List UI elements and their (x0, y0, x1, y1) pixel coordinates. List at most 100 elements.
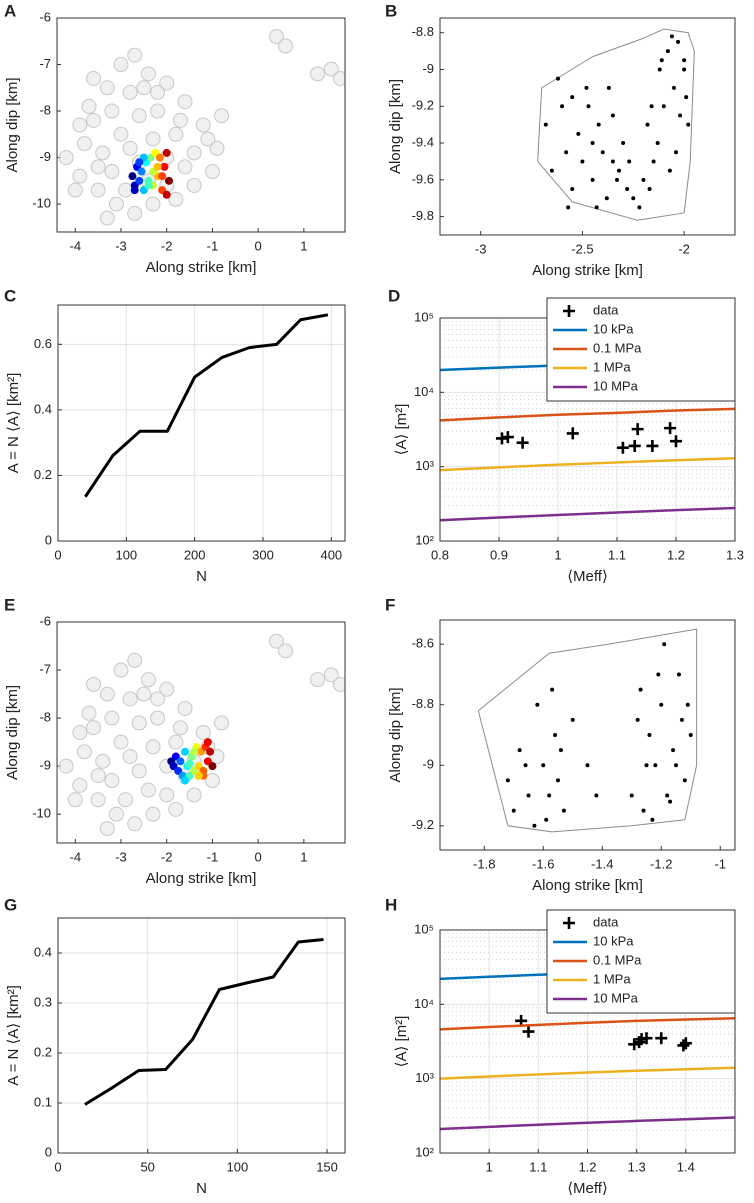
y-tick-label: 10³ (415, 1070, 434, 1085)
point (278, 38, 294, 54)
panel-letter: G (4, 895, 17, 914)
panel-letter: D (388, 286, 400, 305)
point (662, 642, 667, 647)
point (606, 85, 611, 90)
point (682, 67, 687, 72)
point (526, 793, 531, 798)
point (176, 757, 185, 766)
y-tick-label: 0.1 (34, 1094, 52, 1109)
x-tick-label: 200 (184, 547, 206, 562)
point (122, 691, 138, 707)
point (168, 801, 184, 817)
point (203, 738, 212, 747)
point (72, 725, 88, 740)
point (204, 164, 220, 180)
point (159, 681, 175, 697)
x-tick-label: 300 (252, 547, 274, 562)
point (688, 733, 693, 737)
point (678, 113, 683, 118)
point (278, 643, 294, 659)
point (679, 717, 684, 722)
y-tick-label: -8 (39, 710, 51, 725)
legend-label: 0.1 MPa (593, 340, 642, 355)
point (604, 196, 609, 201)
x-tick-label: -1 (207, 238, 219, 253)
point (511, 808, 516, 813)
y-tick-label: -9.4 (412, 134, 434, 149)
point (674, 763, 678, 768)
axes-frame (439, 17, 736, 236)
point (617, 168, 622, 173)
point (206, 747, 215, 756)
point (131, 108, 147, 124)
point (122, 140, 138, 156)
point (677, 1039, 690, 1052)
point (594, 205, 599, 210)
y-tick-label: -9 (422, 61, 434, 76)
point (646, 439, 659, 452)
point (637, 205, 642, 210)
x-tick-label: 100 (227, 1159, 249, 1174)
legend-label: data (593, 914, 619, 929)
x-tick-label: 1.2 (578, 1159, 596, 1174)
point (185, 759, 194, 768)
x-tick-label: -1.6 (532, 856, 554, 871)
legend-marker (563, 917, 575, 929)
point (108, 196, 124, 212)
x-tick-label: -1.4 (591, 856, 613, 871)
point (99, 80, 115, 96)
panel: G 0 50 100 150 0 0.1 0.2 0.3 0.4 N A = N ⟨A⟩ [km²] (4, 895, 346, 1197)
y-tick-label: -8.8 (412, 24, 434, 39)
plot-content (84, 938, 324, 1106)
point (667, 168, 672, 173)
point (638, 687, 643, 692)
point (535, 702, 540, 707)
point (113, 126, 129, 142)
legend-label: 10 kPa (593, 321, 634, 336)
point (122, 749, 138, 765)
line-series (537, 28, 695, 221)
point (651, 159, 656, 164)
point (145, 131, 161, 147)
point (194, 771, 203, 780)
point (547, 793, 552, 798)
point (553, 733, 558, 737)
x-tick-label: -1.2 (650, 856, 672, 871)
point (104, 710, 120, 726)
point (682, 778, 687, 783)
point (671, 85, 676, 90)
point (310, 672, 326, 688)
y-tick-label: -8.6 (412, 636, 434, 651)
y-tick-label: 10⁵ (414, 309, 434, 324)
point (177, 159, 193, 175)
point (685, 702, 690, 707)
point (268, 29, 284, 45)
x-tick-label: 0 (54, 547, 61, 562)
panel: B -3 -2.5 -2 -9.8 -9.6 -9.4 -9.2 -9 -8.8 Along str… (385, 1, 736, 279)
point (209, 140, 225, 156)
y-tick-label: -9.6 (412, 171, 434, 186)
plot-content (537, 28, 695, 221)
plot-area (58, 918, 345, 1153)
point (58, 758, 74, 774)
point (140, 66, 156, 82)
point (76, 136, 92, 152)
plot-area (440, 620, 735, 850)
point (674, 150, 678, 155)
point (122, 84, 138, 100)
line-series (477, 628, 698, 833)
point (72, 777, 88, 793)
point (81, 705, 97, 721)
point (150, 84, 166, 100)
x-tick-label: 1.3 (628, 1159, 646, 1174)
point (72, 168, 88, 184)
x-tick-label: 1 (300, 238, 307, 253)
point (566, 205, 571, 210)
line-series (440, 1066, 735, 1080)
point (610, 113, 615, 118)
point (130, 186, 139, 195)
x-axis-label: N (196, 1180, 207, 1197)
point (627, 159, 632, 164)
point (670, 435, 682, 448)
point (118, 182, 134, 198)
